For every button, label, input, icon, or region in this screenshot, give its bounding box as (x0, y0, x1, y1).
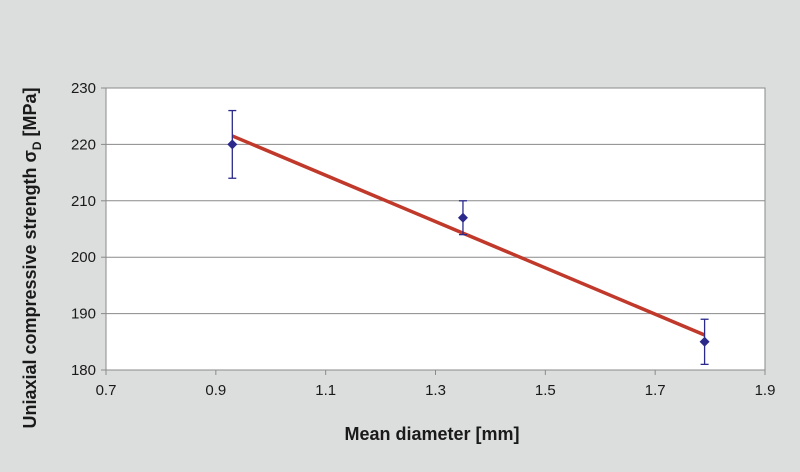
data-point-marker (227, 139, 238, 150)
y-axis-title: Uniaxial compressive strength σD [MPa] (20, 87, 44, 428)
x-tick-label: 0.9 (205, 382, 226, 399)
x-tick-label: 1.5 (535, 382, 556, 399)
y-tick-label: 180 (71, 362, 96, 379)
x-tick-label: 1.9 (755, 382, 776, 399)
plot-area (105, 87, 766, 371)
y-axis-title-main: Uniaxial compressive strength σ (20, 150, 40, 428)
y-axis-title-unit: [MPa] (20, 87, 40, 141)
x-tick-label: 1.1 (315, 382, 336, 399)
data-point-group (457, 200, 468, 236)
x-axis-title: Mean diameter [mm] (344, 424, 519, 444)
y-tick-label: 190 (71, 306, 96, 323)
data-point-marker (457, 212, 468, 223)
data-point-group (699, 318, 710, 366)
data-point-group (227, 109, 238, 179)
y-tick-labels: 180 190 200 210 220 230 (71, 80, 106, 379)
x-tick-labels: 0.7 0.9 1.1 1.3 1.5 1.7 1.9 (96, 370, 776, 399)
trendline (231, 134, 706, 337)
x-tick-label: 1.3 (425, 382, 446, 399)
data-point-marker (699, 336, 710, 347)
y-tick-label: 220 (71, 136, 96, 153)
y-tick-label: 200 (71, 249, 96, 266)
x-tick-label: 1.7 (645, 382, 666, 399)
y-tick-label: 210 (71, 193, 96, 210)
y-tick-label: 230 (71, 80, 96, 97)
trendline-group (231, 134, 706, 337)
x-tick-label: 0.7 (96, 382, 117, 399)
y-axis-title-subscript: D (30, 141, 44, 150)
data-points (227, 109, 710, 366)
